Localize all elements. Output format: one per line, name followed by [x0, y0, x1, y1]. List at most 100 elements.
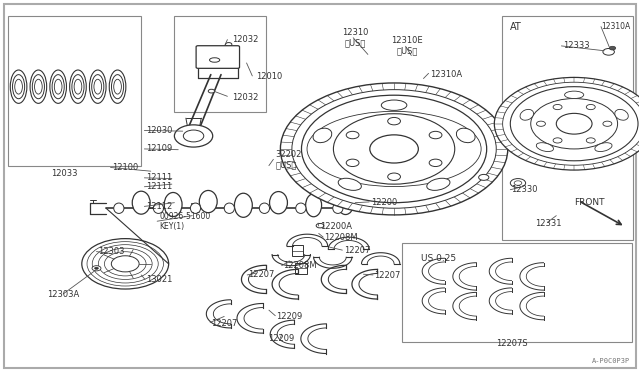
Circle shape	[95, 267, 99, 269]
Ellipse shape	[132, 191, 150, 214]
Circle shape	[603, 121, 612, 126]
Circle shape	[208, 89, 214, 93]
Ellipse shape	[564, 91, 584, 99]
Circle shape	[586, 138, 595, 143]
Text: 12303A: 12303A	[47, 290, 79, 299]
Ellipse shape	[154, 203, 164, 214]
Text: US 0.25: US 0.25	[421, 254, 456, 263]
Bar	[295, 263, 307, 274]
Circle shape	[429, 131, 442, 139]
Circle shape	[388, 173, 401, 180]
Ellipse shape	[94, 79, 102, 94]
Text: 12030: 12030	[147, 126, 173, 135]
Text: 12200A: 12200A	[320, 222, 352, 231]
Circle shape	[225, 42, 232, 46]
Circle shape	[553, 138, 562, 143]
Circle shape	[99, 248, 152, 279]
Circle shape	[82, 238, 169, 289]
Ellipse shape	[536, 143, 554, 151]
Text: 12200: 12200	[371, 198, 397, 207]
Circle shape	[183, 130, 204, 142]
Text: 12100: 12100	[113, 163, 139, 172]
Circle shape	[87, 242, 163, 286]
Circle shape	[174, 125, 212, 147]
Text: 12207: 12207	[374, 271, 401, 280]
Ellipse shape	[32, 75, 44, 99]
Ellipse shape	[111, 75, 124, 99]
Ellipse shape	[90, 70, 106, 103]
Ellipse shape	[209, 58, 220, 62]
Ellipse shape	[615, 109, 628, 120]
Circle shape	[609, 46, 616, 50]
Bar	[174, 16, 266, 112]
Ellipse shape	[338, 178, 362, 190]
Ellipse shape	[70, 70, 86, 103]
Circle shape	[92, 245, 158, 283]
Ellipse shape	[366, 203, 376, 214]
Circle shape	[502, 82, 640, 165]
Bar	[191, 203, 197, 206]
Circle shape	[514, 181, 522, 185]
Circle shape	[556, 113, 592, 134]
Circle shape	[429, 159, 442, 167]
Ellipse shape	[296, 203, 306, 214]
Ellipse shape	[10, 70, 27, 103]
Circle shape	[603, 48, 614, 55]
Ellipse shape	[234, 193, 252, 217]
Text: 12207: 12207	[211, 319, 238, 328]
Text: 12209: 12209	[276, 312, 303, 321]
Circle shape	[370, 135, 419, 163]
Circle shape	[510, 179, 525, 187]
Text: 12310A: 12310A	[430, 70, 462, 78]
Text: 12331: 12331	[536, 219, 562, 228]
Ellipse shape	[313, 128, 332, 142]
Circle shape	[316, 224, 324, 228]
Circle shape	[388, 118, 401, 125]
Ellipse shape	[109, 70, 126, 103]
Ellipse shape	[269, 192, 287, 214]
Circle shape	[333, 114, 455, 184]
Ellipse shape	[381, 100, 407, 110]
Ellipse shape	[114, 79, 122, 94]
Ellipse shape	[427, 178, 450, 190]
Circle shape	[111, 256, 139, 272]
Text: 12209: 12209	[269, 334, 295, 343]
Ellipse shape	[52, 75, 64, 99]
Ellipse shape	[92, 75, 104, 99]
Circle shape	[536, 121, 545, 126]
Text: 12208M: 12208M	[283, 261, 317, 270]
Ellipse shape	[595, 143, 612, 151]
Text: 32202
〈US〉: 32202 〈US〉	[275, 150, 301, 170]
Circle shape	[301, 95, 486, 203]
Text: 12207: 12207	[344, 246, 370, 255]
Ellipse shape	[224, 203, 234, 214]
Ellipse shape	[15, 79, 22, 94]
Circle shape	[510, 87, 638, 161]
Ellipse shape	[190, 203, 200, 214]
Text: 00926-51600
KEY(1): 00926-51600 KEY(1)	[159, 212, 211, 231]
Text: 13021: 13021	[147, 275, 173, 284]
Text: 12208M: 12208M	[324, 233, 358, 243]
Ellipse shape	[337, 193, 353, 215]
Circle shape	[494, 77, 640, 170]
Ellipse shape	[337, 124, 451, 174]
Circle shape	[479, 174, 489, 180]
Bar	[402, 243, 632, 341]
Ellipse shape	[259, 203, 269, 214]
Ellipse shape	[199, 190, 217, 213]
Text: 12310
〈US〉: 12310 〈US〉	[342, 28, 368, 48]
Circle shape	[346, 131, 359, 139]
Circle shape	[346, 159, 359, 167]
Ellipse shape	[306, 194, 321, 217]
Text: 12207: 12207	[248, 270, 275, 279]
Text: FRONT: FRONT	[574, 198, 605, 207]
Text: 12032: 12032	[232, 35, 259, 44]
Circle shape	[92, 266, 101, 271]
FancyBboxPatch shape	[196, 46, 239, 68]
Bar	[292, 245, 303, 256]
Text: A-P0C0P3P: A-P0C0P3P	[591, 358, 630, 364]
Circle shape	[553, 105, 562, 110]
Text: 12111: 12111	[147, 182, 173, 191]
Ellipse shape	[13, 75, 25, 99]
Ellipse shape	[72, 75, 84, 99]
